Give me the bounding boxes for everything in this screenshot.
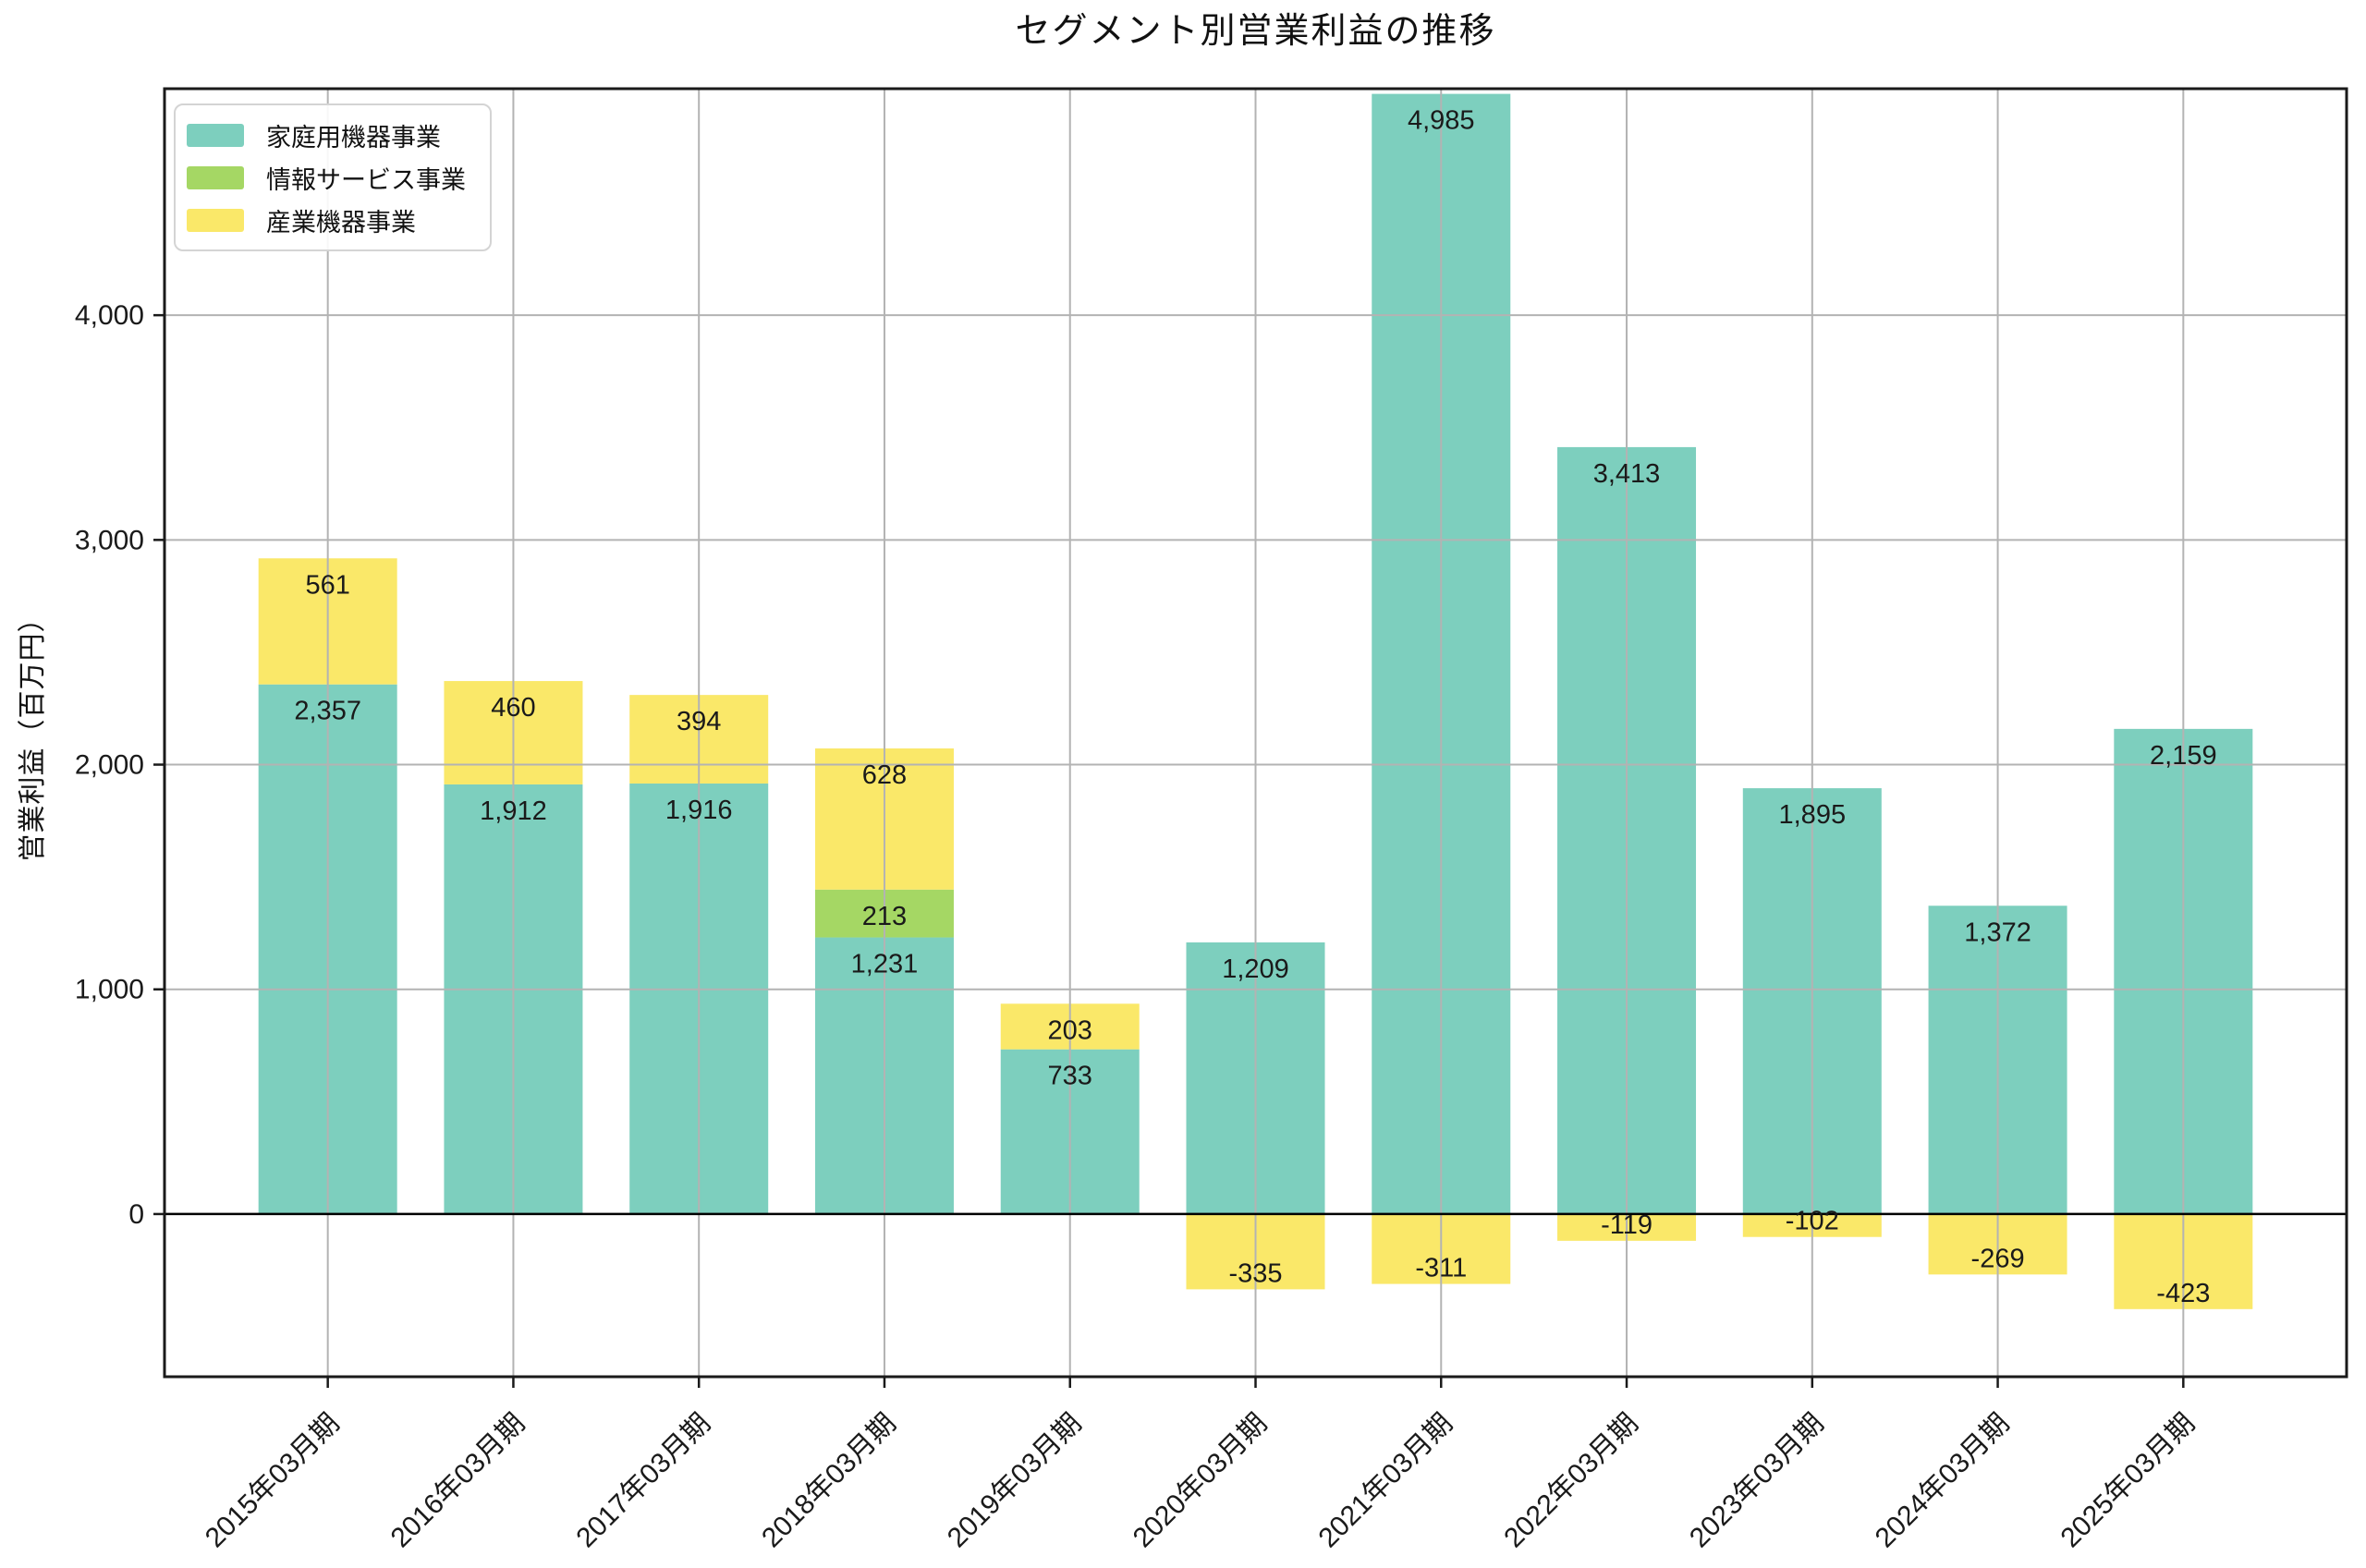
bar-value-label: 2,357 [294,697,361,726]
x-tick-label: 2018年03月期 [756,1408,902,1554]
bar-value-label: 1,912 [480,796,547,826]
bar-value-label: 1,231 [851,950,919,979]
bar-value-label: 213 [862,902,907,931]
legend-label: 家庭用機器事業 [266,123,441,152]
legend-item: 情報サービス事業 [187,159,466,196]
bar-value-label: -119 [1601,1210,1653,1240]
legend-swatch [187,165,244,189]
legend-label: 情報サービス事業 [266,165,466,194]
bar-value-label: 733 [1048,1062,1092,1091]
legend-swatch [187,123,244,147]
bar-value-label: 1,916 [665,796,733,825]
x-tick-label: 2023年03月期 [1684,1408,1830,1554]
legend-item: 産業機器事業 [187,201,466,238]
bar-value-label: 1,209 [1222,954,1289,984]
y-tick-label: 1,000 [75,975,144,1005]
bar-value-label: -269 [1971,1244,2025,1273]
legend: 家庭用機器事業 情報サービス事業 産業機器事業 [174,103,492,251]
y-tick-label: 3,000 [75,525,144,555]
legend-label: 産業機器事業 [266,208,416,237]
bar-value-label: 1,895 [1779,800,1847,830]
bar-value-label: -311 [1415,1254,1467,1283]
chart-title: セグメント別営業利益の推移 [1015,12,1496,51]
bar-value-label: 460 [491,693,535,723]
bar-value-label: 561 [305,570,349,600]
y-tick-label: 0 [128,1199,144,1230]
x-tick-label: 2020年03月期 [1128,1408,1274,1554]
x-tick-label: 2024年03月期 [1870,1408,2016,1554]
y-tick-label: 4,000 [75,300,144,331]
x-tick-label: 2021年03月期 [1312,1408,1458,1554]
bar-value-label: -423 [2156,1279,2210,1308]
x-tick-label: 2017年03月期 [570,1408,716,1554]
bar-value-label: 628 [862,760,907,790]
bar-value-label: 3,413 [1593,459,1661,489]
x-tick-label: 2015年03月期 [200,1408,346,1554]
legend-item: 家庭用機器事業 [187,116,466,153]
bar-value-label: -335 [1228,1258,1282,1288]
y-tick-label: 2,000 [75,750,144,781]
bar-value-label: 1,372 [1964,918,2031,947]
bar-value-label: 4,985 [1408,106,1475,136]
legend-swatch [187,208,244,232]
bar-value-label: 2,159 [2150,741,2217,771]
bar-value-label: -102 [1786,1207,1839,1236]
bar-value-label: 203 [1048,1015,1092,1045]
x-tick-label: 2025年03月期 [2055,1408,2201,1554]
x-tick-label: 2019年03月期 [942,1408,1088,1554]
x-tick-label: 2022年03月期 [1498,1408,1644,1554]
bar-value-label: 394 [677,707,721,736]
x-tick-label: 2016年03月期 [385,1408,531,1554]
